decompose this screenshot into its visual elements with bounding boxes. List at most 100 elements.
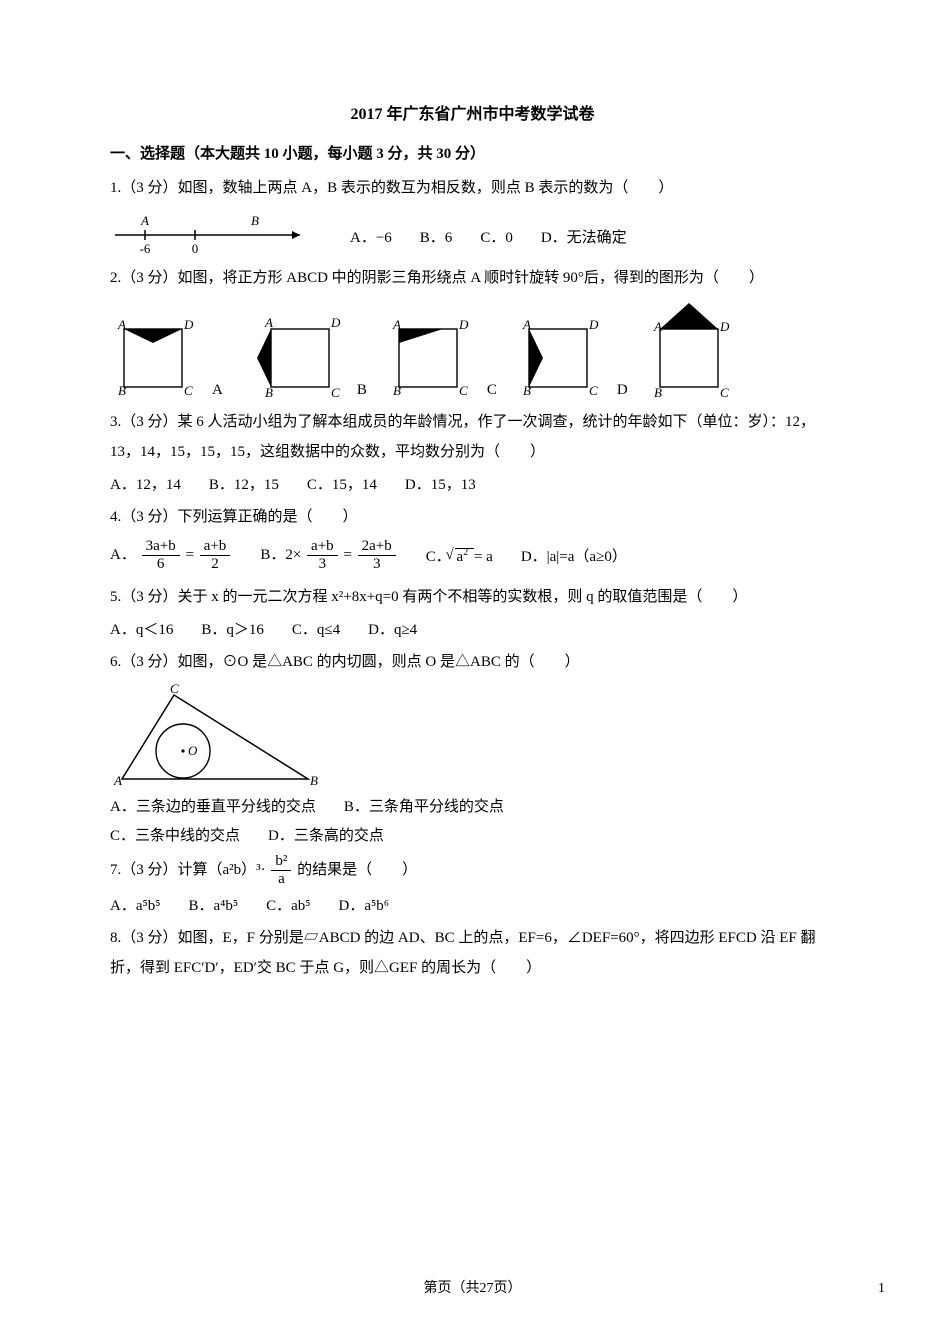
q8-stem: 8.（3 分）如图，E，F 分别是▱ABCD 的边 AD、BC 上的点，EF=6…	[110, 930, 815, 976]
question-7: 7.（3 分）计算（a²b）³· b² a 的结果是（ ）	[110, 853, 835, 889]
q7-option-a: A．a⁵b⁵	[110, 894, 160, 915]
q4b-pre: B．2×	[260, 547, 301, 563]
svg-text:D: D	[330, 315, 341, 330]
svg-text:A: A	[117, 317, 126, 332]
q3-options: A．12，14 B．12，15 C．15，14 D．15，13	[110, 473, 835, 494]
svg-text:A: A	[392, 317, 401, 332]
q2-label-c: C	[487, 382, 497, 399]
page-number: 1	[878, 1281, 885, 1297]
q3-option-d: D．15，13	[405, 473, 476, 494]
q1-option-d: D．无法确定	[541, 226, 627, 247]
svg-text:D: D	[719, 319, 730, 334]
svg-text:B: B	[393, 383, 401, 398]
q2-stem: 2.（3 分）如图，将正方形 ABCD 中的阴影三角形绕点 A 顺时针旋转 90…	[110, 270, 764, 286]
svg-text:D: D	[183, 317, 194, 332]
svg-text:B: B	[251, 213, 259, 228]
q6-option-d: D．三条高的交点	[268, 824, 384, 845]
svg-text:B: B	[118, 383, 126, 398]
incircle-figure: O A B C	[110, 683, 320, 793]
svg-text:C: C	[184, 383, 193, 398]
question-6: 6.（3 分）如图，⊙O 是△ABC 的内切圆，则点 O 是△ABC 的（ ）	[110, 647, 835, 677]
q4-options: A． 3a+b 6 = a+b 2 B．2× a+b 3 = 2a+b 3	[110, 538, 835, 574]
svg-text:C: C	[589, 383, 598, 398]
q6-option-c: C．三条中线的交点	[110, 824, 240, 845]
q6-stem: 6.（3 分）如图，⊙O 是△ABC 的内切圆，则点 O 是△ABC 的（ ）	[110, 654, 580, 670]
q4b-eq: =	[343, 547, 355, 563]
q4a-frac1: 3a+b 6	[142, 538, 180, 574]
q7-option-d: D．a⁵b⁶	[338, 894, 388, 915]
svg-text:-6: -6	[140, 241, 151, 255]
q7-option-b: B．a⁴b⁵	[188, 894, 238, 915]
q1-stem: 1.（3 分）如图，数轴上两点 A，B 表示的数互为相反数，则点 B 表示的数为…	[110, 180, 673, 196]
svg-text:C: C	[331, 385, 340, 399]
q1-option-b: B．6	[420, 226, 453, 247]
q6-figure-wrap: O A B C	[110, 683, 835, 793]
q4-option-c: C． √ a2 = a	[426, 545, 493, 566]
svg-text:C: C	[170, 683, 179, 696]
q4a-frac2: a+b 2	[200, 538, 231, 574]
q3-option-c: C．15，14	[307, 473, 377, 494]
number-line-figure: -6 0 A B	[110, 209, 310, 255]
svg-text:A: A	[140, 213, 149, 228]
question-4: 4.（3 分）下列运算正确的是（ ）	[110, 502, 835, 532]
q1-row: -6 0 A B A．−6 B．6 C．0 D．无法确定	[110, 209, 835, 255]
section-1-heading: 一、选择题（本大题共 10 小题，每小题 3 分，共 30 分）	[110, 142, 835, 163]
svg-text:0: 0	[192, 241, 199, 255]
q5-option-c: C．q≤4	[292, 618, 340, 639]
question-3: 3.（3 分）某 6 人活动小组为了解本组成员的年龄情况，作了一次调查，统计的年…	[110, 407, 835, 467]
q5-options: A．q＜16 B．q＞16 C．q≤4 D．q≥4	[110, 618, 835, 639]
page-footer: 第页（共27页）	[0, 1277, 945, 1297]
q5-stem: 5.（3 分）关于 x 的一元二次方程 x²+8x+q=0 有两个不相等的实数根…	[110, 589, 747, 605]
q5-option-d: D．q≥4	[368, 618, 417, 639]
q1-option-c: C．0	[480, 226, 513, 247]
svg-text:B: B	[654, 385, 662, 399]
q2-figures-row: A D B C A A D B C B A D B C C	[110, 299, 835, 399]
svg-text:B: B	[310, 773, 318, 788]
q2-label-d: D	[617, 382, 628, 399]
q3-stem: 3.（3 分）某 6 人活动小组为了解本组成员的年龄情况，作了一次调查，统计的年…	[110, 414, 815, 460]
q5-option-b: B．q＞16	[201, 618, 264, 639]
q4b-frac2: 2a+b 3	[358, 538, 396, 574]
q2-label-b: B	[357, 382, 367, 399]
q2-figure-c: A D B C	[515, 313, 601, 399]
svg-text:A: A	[264, 315, 273, 330]
q2-figure-a: A D B C	[241, 313, 341, 399]
q2-figure-original: A D B C	[110, 313, 196, 399]
q7-option-c: C．ab⁵	[266, 894, 310, 915]
svg-text:A: A	[653, 319, 662, 334]
q6-options-row2: C．三条中线的交点 D．三条高的交点	[110, 824, 835, 845]
q7-frac: b² a	[271, 853, 291, 889]
q1-options: A．−6 B．6 C．0 D．无法确定	[350, 226, 627, 247]
q6-options-row1: A．三条边的垂直平分线的交点 B．三条角平分线的交点	[110, 795, 835, 816]
svg-text:B: B	[265, 385, 273, 399]
svg-text:C: C	[720, 385, 729, 399]
q7-options: A．a⁵b⁵ B．a⁴b⁵ C．ab⁵ D．a⁵b⁶	[110, 894, 835, 915]
q4-option-d: D．|a|=a（a≥0）	[521, 545, 627, 566]
q6-option-a: A．三条边的垂直平分线的交点	[110, 795, 316, 816]
svg-text:D: D	[458, 317, 469, 332]
q4b-frac1: a+b 3	[307, 538, 338, 574]
q4a-eq: =	[185, 547, 197, 563]
q7-stem-pre: 7.（3 分）计算（a²b）³·	[110, 862, 266, 878]
q4a-pre: A．	[110, 547, 136, 563]
q2-figure-b: A D B C	[385, 313, 471, 399]
svg-text:B: B	[523, 383, 531, 398]
question-1: 1.（3 分）如图，数轴上两点 A，B 表示的数互为相反数，则点 B 表示的数为…	[110, 173, 835, 203]
q4-option-a: A． 3a+b 6 = a+b 2	[110, 538, 232, 574]
svg-text:O: O	[188, 743, 198, 758]
q7-stem-post: 的结果是（ ）	[297, 862, 417, 878]
svg-text:A: A	[113, 773, 122, 788]
q2-label-a: A	[212, 382, 223, 399]
question-2: 2.（3 分）如图，将正方形 ABCD 中的阴影三角形绕点 A 顺时针旋转 90…	[110, 263, 835, 293]
q4c-tail: = a	[474, 549, 493, 565]
q4c-sqrt: √ a2	[455, 548, 474, 565]
sqrt-symbol-icon: √	[446, 547, 454, 564]
svg-text:A: A	[522, 317, 531, 332]
svg-text:C: C	[459, 383, 468, 398]
exam-title: 2017 年广东省广州市中考数学试卷	[110, 100, 835, 124]
question-5: 5.（3 分）关于 x 的一元二次方程 x²+8x+q=0 有两个不相等的实数根…	[110, 582, 835, 612]
q2-figure-d: A D B C	[646, 299, 732, 399]
q3-option-a: A．12，14	[110, 473, 181, 494]
q4-option-b: B．2× a+b 3 = 2a+b 3	[260, 538, 397, 574]
svg-text:D: D	[588, 317, 599, 332]
